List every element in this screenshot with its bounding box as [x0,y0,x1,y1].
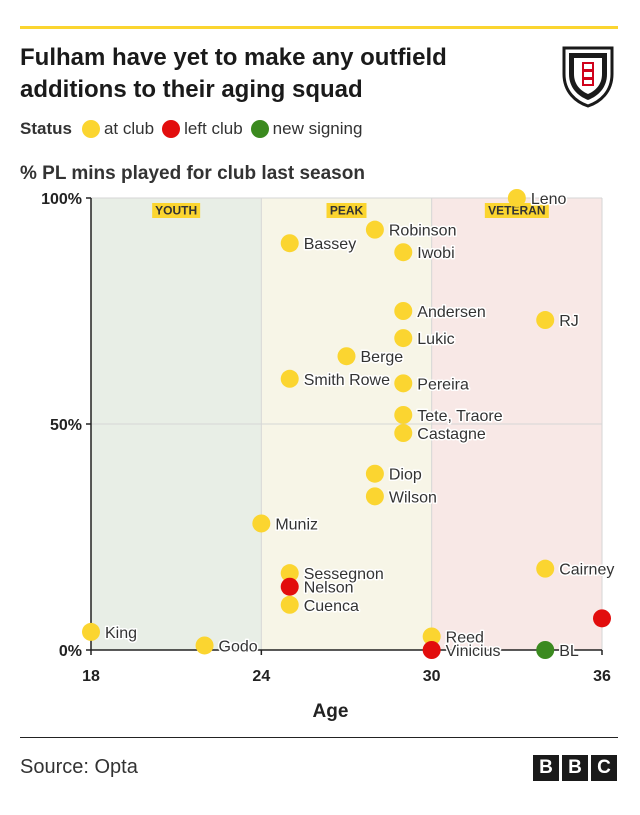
legend-item-left-club: left club [162,119,243,139]
source-note: Source: Opta [20,756,138,778]
data-label: Tete, Traore [417,408,502,425]
data-label: Leno [531,191,567,208]
data-point [394,424,413,443]
data-point [507,189,526,207]
data-label: Reed [446,629,484,646]
data-label: Wilson [389,489,437,506]
data-label: Muniz [275,516,318,533]
fulham-crest-icon [562,46,614,108]
data-point [394,329,413,348]
data-point [280,577,299,596]
data-label: Smith Rowe [304,372,390,389]
legend: Status at club left club new signing [20,118,370,140]
x-tick-label: 36 [593,668,611,685]
legend-label-left-club: left club [184,119,243,138]
y-tick-label: 100% [41,191,82,208]
y-tick-label: 0% [59,643,82,660]
legend-dot-new-signing [250,120,269,138]
data-label: Nelson [304,580,354,597]
chart-title: Fulham have yet to make any outfield add… [20,44,447,103]
data-point [536,311,555,330]
legend-label-at-club: at club [103,119,155,138]
data-point [280,234,299,253]
data-point [394,405,413,424]
zone-label-bg [152,203,201,218]
data-label: Andersen [417,304,486,321]
zone-label-bg [484,203,549,218]
data-point [536,559,555,578]
data-point [365,464,384,483]
data-point [536,641,555,659]
data-label: Bassey [304,236,356,253]
data-point [422,627,441,646]
x-axis-title: Age [313,701,349,722]
data-point [280,564,299,583]
data-point [280,595,299,614]
data-point [394,243,413,262]
data-label: Robinson [389,223,457,240]
zone-label-bg [326,203,367,218]
top-rule [20,26,618,29]
data-label: Iwobi [417,245,454,262]
y-axis-title: % PL mins played for club last season [20,163,365,184]
data-point [365,220,384,239]
data-label: Godo [219,638,258,655]
bottom-rule [20,737,618,738]
data-label: BL [559,643,579,660]
data-label: Lukic [417,331,454,348]
legend-label-new-signing: new signing [272,119,363,138]
data-label: Castagne [417,426,486,443]
data-point [593,609,611,628]
data-point [365,487,384,506]
data-label: Berge [361,349,404,366]
data-label: Cuenca [304,598,359,615]
zone-label: VETERAN [488,204,545,218]
x-tick-label: 24 [252,668,270,685]
data-point [394,374,413,393]
data-point [280,369,299,388]
y-tick-label: 50% [50,417,82,434]
data-point [394,302,413,320]
data-label: Cairney [559,562,614,579]
data-label: Sessegnon [304,566,384,583]
bbc-logo-letter: B [533,755,559,781]
zone-label: PEAK [330,204,364,218]
data-label: King [105,625,137,642]
data-label: Diop [389,467,422,484]
data-label: Vinicius [446,643,501,660]
legend-dot-at-club [81,120,100,138]
data-point [195,636,214,655]
legend-item-new-signing: new signing [250,119,363,139]
data-point [82,622,100,641]
zone-label: YOUTH [155,204,197,218]
data-label: Pereira [417,376,469,393]
x-tick-label: 30 [423,668,441,685]
x-tick-label: 18 [82,668,100,685]
legend-item-at-club: at club [81,119,155,139]
data-point [252,514,271,533]
bbc-logo-letter: B [562,755,588,781]
scatter-chart: YOUTH PEAK VETERAN 18 24 30 36 0% 50% 100% Age Leno… [41,189,616,722]
bbc-logo-letter: C [591,755,617,781]
data-point [337,347,356,366]
data-point [422,641,441,659]
data-label: RJ [559,313,579,330]
bbc-logo: B B C [530,755,617,781]
legend-title: Status [20,119,72,138]
legend-dot-left-club [162,120,181,138]
